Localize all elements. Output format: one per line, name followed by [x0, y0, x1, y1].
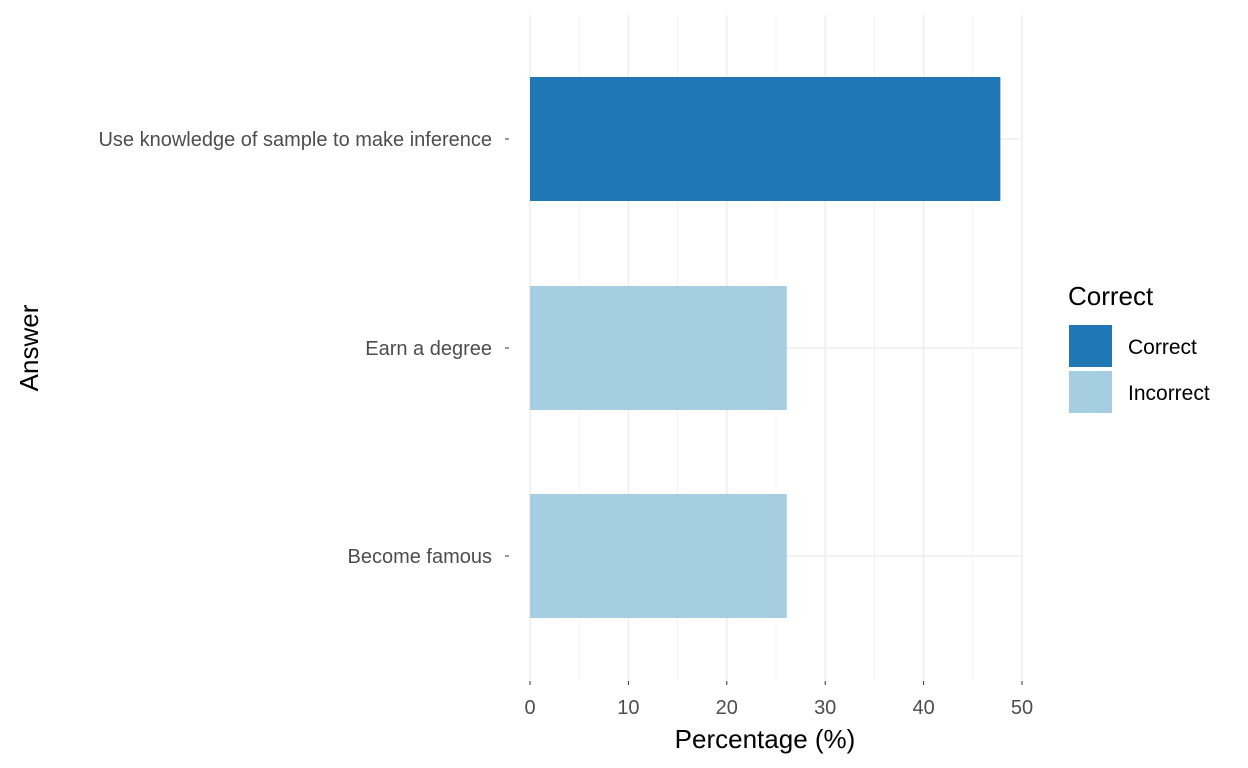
- bar: [530, 77, 1001, 201]
- bar: [530, 494, 787, 618]
- legend-label: Correct: [1128, 336, 1197, 359]
- x-tick-label: 40: [912, 697, 934, 719]
- legend-swatch: [1069, 371, 1112, 413]
- y-axis-ticks: Use knowledge of sample to make inferenc…: [98, 129, 509, 568]
- y-axis-title: Answer: [14, 304, 44, 391]
- legend-label: Incorrect: [1128, 382, 1210, 405]
- x-tick-label: 0: [524, 697, 535, 719]
- bar: [530, 286, 787, 410]
- bars: [530, 77, 1001, 618]
- legend: Correct Correct Incorrect: [1068, 281, 1210, 413]
- y-tick-label: Earn a degree: [365, 338, 492, 360]
- legend-title: Correct: [1068, 281, 1154, 311]
- y-tick-label: Become famous: [347, 546, 492, 568]
- x-axis-title: Percentage (%): [675, 724, 856, 754]
- x-tick-label: 30: [814, 697, 836, 719]
- y-tick-label: Use knowledge of sample to make inferenc…: [98, 129, 492, 151]
- x-tick-label: 20: [716, 697, 738, 719]
- legend-items: Correct Incorrect: [1069, 325, 1210, 413]
- x-axis-ticks: 0 10 20 30 40 50: [524, 681, 1033, 719]
- x-tick-label: 10: [617, 697, 639, 719]
- legend-swatch: [1069, 325, 1112, 367]
- x-tick-label: 50: [1011, 697, 1033, 719]
